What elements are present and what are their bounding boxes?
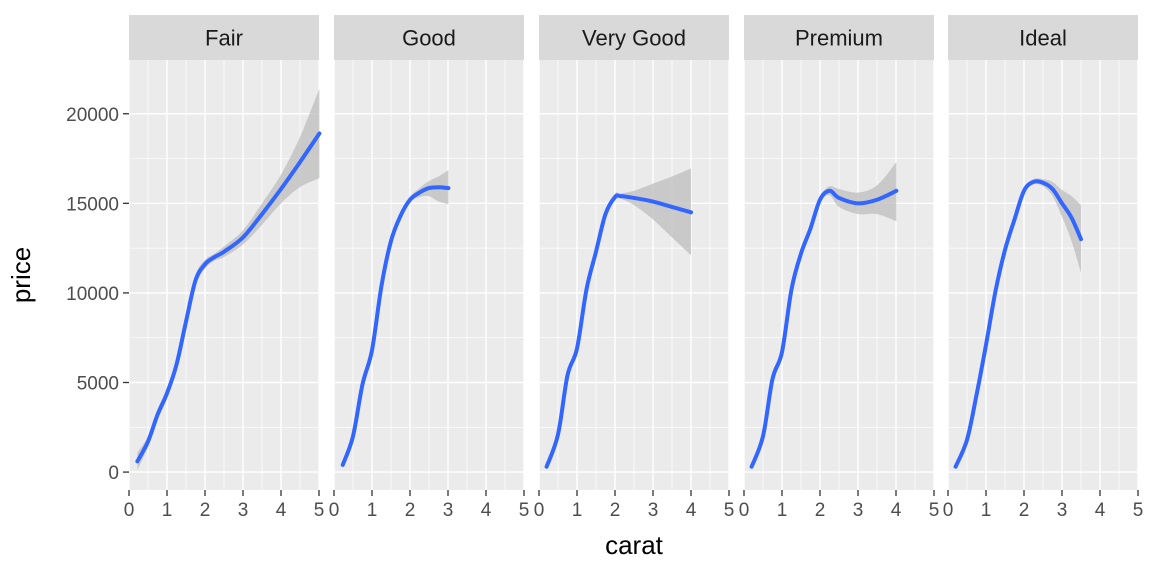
smooth-line [544,193,693,469]
x-tick-label: 2 [1019,500,1030,521]
facet-strip [744,15,934,60]
confidence-ribbon [751,162,897,469]
y-tick-label: 5000 [77,374,119,395]
smooth-line [749,188,899,469]
confidence-ribbon [342,170,449,467]
x-tick-label: 3 [238,500,249,521]
x-tick-label: 5 [929,500,940,521]
facet-strip-label: Fair [205,26,243,51]
x-tick-label: 3 [443,500,454,521]
facet-panel-ideal: Ideal 0 1 2 3 4 5 [943,15,1144,521]
facet-panel-very-good: Very Good 0 1 2 3 4 5 [534,15,735,521]
facet-strip-label: Ideal [1019,26,1067,51]
facet-strip [539,15,729,60]
y-tick-label: 20000 [66,105,119,126]
x-tick-label: 4 [686,500,697,521]
x-tick-label: 4 [891,500,902,521]
facet-strip [334,15,524,60]
y-axis: 0 5000 10000 15000 20000 [66,105,129,484]
x-tick-label: 1 [162,500,173,521]
x-tick-label: 5 [724,500,735,521]
y-axis-title: price [6,247,36,303]
x-tick-label: 4 [481,500,492,521]
facet-strip [948,15,1138,60]
x-tick-label: 2 [200,500,211,521]
x-tick-label: 2 [610,500,621,521]
x-tick-label: 0 [329,500,340,521]
x-tick-label: 0 [943,500,954,521]
x-tick-label: 3 [1057,500,1068,521]
facet-strip-label: Very Good [582,26,686,51]
x-tick-label: 5 [314,500,325,521]
x-tick-label: 2 [405,500,416,521]
x-tick-label: 1 [981,500,992,521]
facet-strip [129,15,319,60]
x-axis-title: carat [605,530,664,560]
y-tick-label: 0 [108,463,119,484]
x-tick-label: 4 [276,500,287,521]
facet-strip-label: Good [402,26,456,51]
facet-panel-premium: Premium 0 1 2 3 4 5 [739,15,940,521]
confidence-ribbon [546,168,691,469]
smooth-line [340,185,451,467]
facet-panel-good: Good 0 1 2 3 4 5 [329,15,530,521]
x-tick-label: 1 [367,500,378,521]
x-tick-label: 1 [777,500,788,521]
x-tick-label: 3 [853,500,864,521]
y-tick-label: 10000 [66,284,119,305]
x-tick-label: 0 [739,500,750,521]
facet-panel-fair: Fair 0 1 2 3 4 5 [124,15,325,521]
x-tick-label: 0 [534,500,545,521]
x-tick-label: 1 [572,500,583,521]
y-tick-label: 15000 [66,194,119,215]
facet-strip-label: Premium [795,26,883,51]
x-tick-label: 3 [648,500,659,521]
smooth-line [135,131,322,464]
smooth-line [953,179,1083,469]
x-tick-label: 4 [1095,500,1106,521]
x-tick-label: 5 [519,500,530,521]
x-tick-label: 2 [815,500,826,521]
x-tick-label: 0 [124,500,135,521]
confidence-ribbon [955,178,1081,469]
x-tick-label: 5 [1133,500,1144,521]
